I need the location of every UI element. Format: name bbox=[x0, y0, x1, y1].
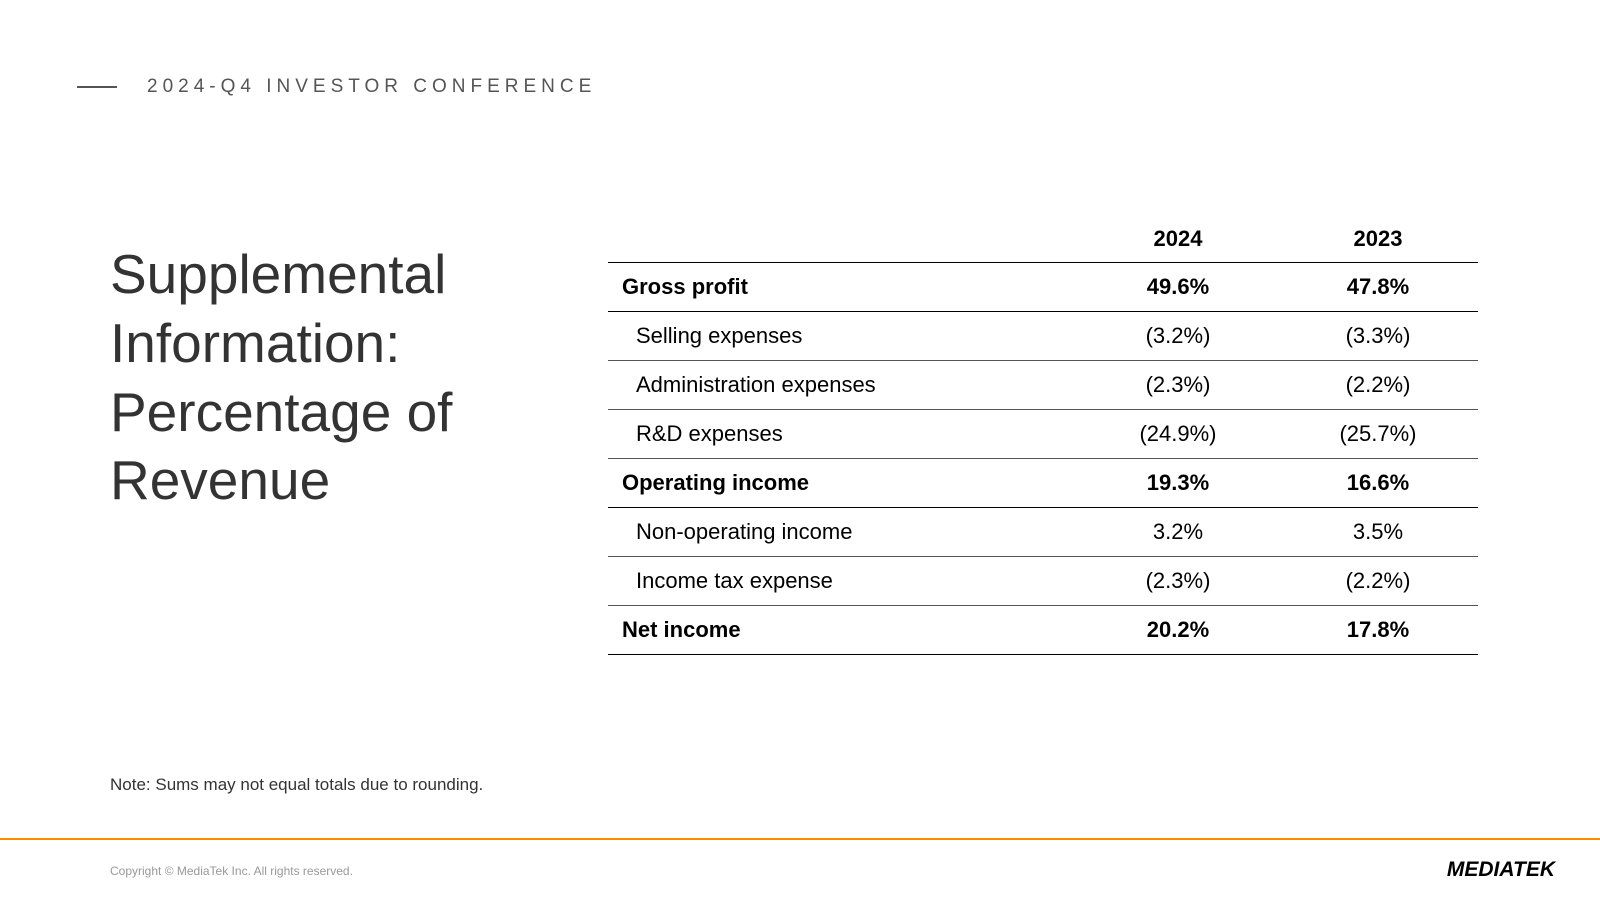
row-value-2024: 20.2% bbox=[1078, 606, 1278, 655]
row-value-2024: (2.3%) bbox=[1078, 361, 1278, 410]
table-row: Operating income19.3%16.6% bbox=[608, 459, 1478, 508]
row-label: Net income bbox=[608, 606, 1078, 655]
row-label: Administration expenses bbox=[608, 361, 1078, 410]
row-label: R&D expenses bbox=[608, 410, 1078, 459]
row-label: Gross profit bbox=[608, 263, 1078, 312]
row-value-2023: 16.6% bbox=[1278, 459, 1478, 508]
financial-table: 2024 2023 Gross profit49.6%47.8%Selling … bbox=[608, 216, 1478, 655]
slide-header: 2024-Q4 INVESTOR CONFERENCE bbox=[77, 76, 596, 98]
col-header-2023: 2023 bbox=[1278, 216, 1478, 263]
table-row: Selling expenses(3.2%)(3.3%) bbox=[608, 312, 1478, 361]
slide-title: Supplemental Information: Percentage of … bbox=[110, 240, 452, 515]
percentage-of-revenue-table: 2024 2023 Gross profit49.6%47.8%Selling … bbox=[608, 216, 1478, 655]
table-row: Net income20.2%17.8% bbox=[608, 606, 1478, 655]
row-label: Operating income bbox=[608, 459, 1078, 508]
title-line-1: Supplemental bbox=[110, 240, 452, 309]
row-value-2024: 49.6% bbox=[1078, 263, 1278, 312]
row-value-2023: (2.2%) bbox=[1278, 557, 1478, 606]
row-value-2023: (2.2%) bbox=[1278, 361, 1478, 410]
table-row: Administration expenses(2.3%)(2.2%) bbox=[608, 361, 1478, 410]
row-value-2023: 17.8% bbox=[1278, 606, 1478, 655]
copyright-text: Copyright © MediaTek Inc. All rights res… bbox=[110, 864, 353, 878]
col-header-label bbox=[608, 216, 1078, 263]
row-value-2023: (25.7%) bbox=[1278, 410, 1478, 459]
table-header-row: 2024 2023 bbox=[608, 216, 1478, 263]
table-row: R&D expenses(24.9%)(25.7%) bbox=[608, 410, 1478, 459]
row-value-2024: 3.2% bbox=[1078, 508, 1278, 557]
row-value-2023: 3.5% bbox=[1278, 508, 1478, 557]
row-label: Non-operating income bbox=[608, 508, 1078, 557]
row-value-2024: (3.2%) bbox=[1078, 312, 1278, 361]
row-value-2024: (2.3%) bbox=[1078, 557, 1278, 606]
row-value-2023: 47.8% bbox=[1278, 263, 1478, 312]
row-label: Selling expenses bbox=[608, 312, 1078, 361]
table-row: Gross profit49.6%47.8% bbox=[608, 263, 1478, 312]
company-logo: MEDIATEK bbox=[1447, 858, 1555, 882]
table-row: Income tax expense(2.3%)(2.2%) bbox=[608, 557, 1478, 606]
footer-accent-line bbox=[0, 838, 1600, 840]
title-line-3: Percentage of bbox=[110, 378, 452, 447]
row-label: Income tax expense bbox=[608, 557, 1078, 606]
row-value-2024: (24.9%) bbox=[1078, 410, 1278, 459]
title-line-2: Information: bbox=[110, 309, 452, 378]
row-value-2024: 19.3% bbox=[1078, 459, 1278, 508]
col-header-2024: 2024 bbox=[1078, 216, 1278, 263]
table-row: Non-operating income3.2%3.5% bbox=[608, 508, 1478, 557]
footnote: Note: Sums may not equal totals due to r… bbox=[110, 775, 483, 795]
row-value-2023: (3.3%) bbox=[1278, 312, 1478, 361]
header-text: 2024-Q4 INVESTOR CONFERENCE bbox=[147, 76, 596, 98]
title-line-4: Revenue bbox=[110, 446, 452, 515]
header-accent-line bbox=[77, 86, 117, 88]
